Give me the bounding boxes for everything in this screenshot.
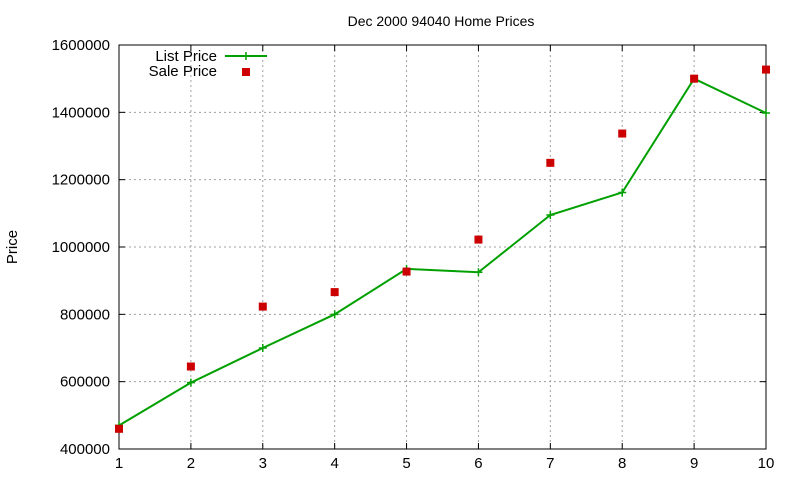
sale-price-point bbox=[474, 235, 483, 244]
y-tick-label: 800000 bbox=[60, 306, 110, 323]
series-sale-price bbox=[115, 65, 770, 433]
sale-price-point bbox=[690, 74, 699, 83]
y-axis-label: Price bbox=[4, 230, 21, 264]
list-price-point bbox=[474, 268, 483, 277]
x-tick-label: 2 bbox=[187, 455, 195, 472]
x-tick-label: 4 bbox=[330, 455, 338, 472]
x-tick-label: 6 bbox=[474, 455, 482, 472]
legend-cross-icon bbox=[242, 52, 250, 60]
legend: List Price Sale Price bbox=[149, 48, 267, 80]
sale-price-point bbox=[402, 267, 411, 276]
y-tick-label: 1200000 bbox=[52, 172, 110, 189]
list-price-point bbox=[546, 211, 555, 220]
plot-border bbox=[118, 44, 767, 450]
legend-label-list-price: List Price bbox=[155, 48, 217, 65]
legend-square-icon bbox=[242, 68, 250, 76]
axes bbox=[118, 44, 767, 450]
x-tick-label: 5 bbox=[402, 455, 410, 472]
tick-labels: 1 2 3 4 5 6 7 8 9 10 400000 600000 800000 1000000 1200… bbox=[52, 37, 775, 472]
list-price-point bbox=[330, 310, 339, 319]
sale-price-point bbox=[762, 65, 770, 74]
sale-price-point bbox=[186, 362, 195, 371]
list-price-point bbox=[762, 109, 770, 118]
legend-label-sale-price: Sale Price bbox=[149, 63, 217, 80]
series-list-price bbox=[115, 74, 770, 430]
y-tick-label: 1400000 bbox=[52, 104, 110, 121]
list-price-point bbox=[258, 344, 267, 352]
list-price-point bbox=[186, 378, 195, 387]
x-tick-label: 7 bbox=[546, 455, 554, 472]
y-tick-label: 1600000 bbox=[52, 37, 110, 54]
x-tick-label: 1 bbox=[115, 455, 123, 472]
grid-lines bbox=[119, 45, 766, 449]
sale-price-point bbox=[546, 158, 555, 167]
x-tick-label: 3 bbox=[259, 455, 267, 472]
chart-title: Dec 2000 94040 Home Prices bbox=[348, 13, 535, 29]
sale-price-point bbox=[115, 424, 123, 433]
y-tick-label: 600000 bbox=[60, 374, 110, 391]
list-price-point bbox=[618, 188, 627, 197]
x-tick-label: 9 bbox=[690, 455, 698, 472]
y-tick-label: 1000000 bbox=[52, 239, 110, 256]
sale-price-point bbox=[330, 288, 339, 297]
x-tick-label: 10 bbox=[758, 455, 775, 472]
x-tick-label: 8 bbox=[618, 455, 626, 472]
list-price-line bbox=[118, 77, 767, 427]
sale-price-point bbox=[618, 129, 627, 138]
sale-price-point bbox=[258, 302, 267, 311]
y-tick-label: 400000 bbox=[60, 441, 110, 458]
